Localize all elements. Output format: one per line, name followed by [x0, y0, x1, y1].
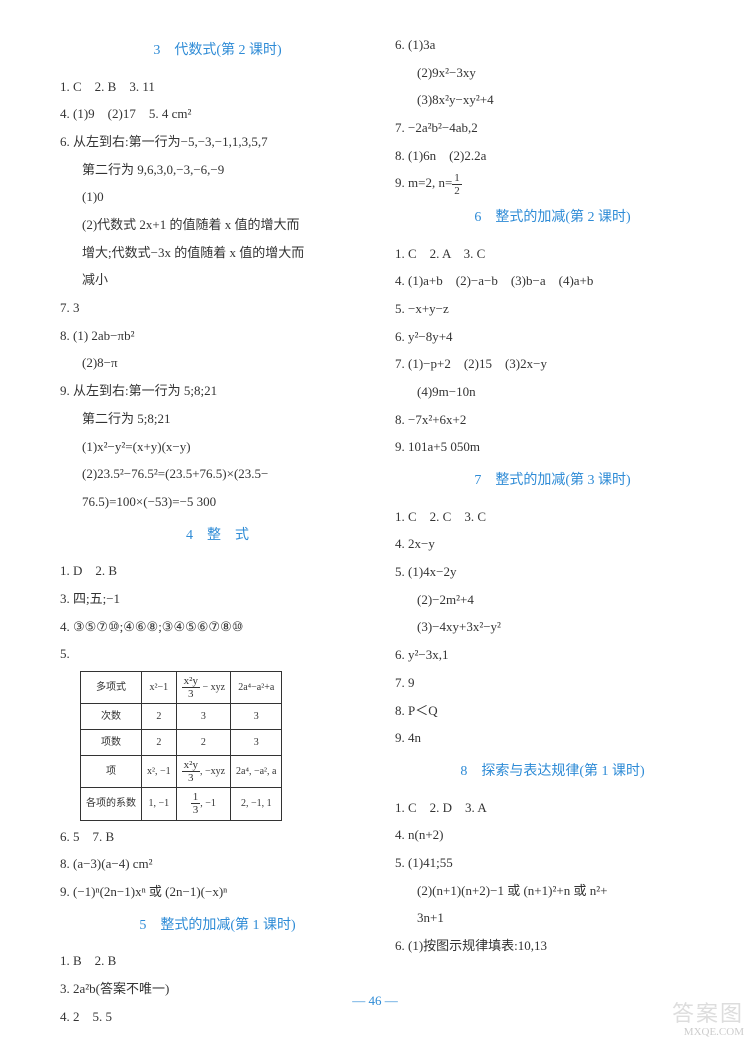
page: 3 代数式(第 2 课时) 1. C 2. B 3. 11 4. (1)9 (2…	[0, 0, 750, 1032]
text-line: 1. C 2. A 3. C	[395, 242, 710, 267]
text-line: 1. D 2. B	[60, 559, 375, 584]
table-cell: 项数	[81, 730, 142, 756]
text-line: 减小	[60, 268, 375, 293]
table-cell: 2, −1, 1	[231, 788, 282, 820]
table-cell: x², −1	[142, 756, 177, 788]
text-line: 3. 四;五;−1	[60, 587, 375, 612]
text-line: 9. 4n	[395, 726, 710, 751]
text-line: 9. m=2, n=12	[395, 171, 710, 197]
text-line: (1)x²−y²=(x+y)(x−y)	[60, 435, 375, 460]
text-line: 4. ③⑤⑦⑩;④⑥⑧;③④⑤⑥⑦⑧⑩	[60, 615, 375, 640]
left-column: 3 代数式(第 2 课时) 1. C 2. B 3. 11 4. (1)9 (2…	[60, 30, 375, 1032]
text-line: 5. (1)41;55	[395, 851, 710, 876]
section-4-title: 4 整 式	[60, 523, 375, 550]
watermark-bottom: MXQE.COM	[672, 1026, 744, 1038]
right-column: 6. (1)3a (2)9x²−3xy (3)8x²y−xy²+4 7. −2a…	[395, 30, 710, 1032]
text-line: 5.	[60, 642, 375, 667]
section-5-title: 5 整式的加减(第 1 课时)	[60, 913, 375, 940]
text-line: 6. y²−8y+4	[395, 325, 710, 350]
text-line: 9. (−1)ⁿ(2n−1)xⁿ 或 (2n−1)(−x)ⁿ	[60, 880, 375, 905]
text-line: 6. (1)3a	[395, 33, 710, 58]
text-line: (2)−2m²+4	[395, 588, 710, 613]
text-line: 1. C 2. B 3. 11	[60, 75, 375, 100]
text-line: 76.5)=100×(−53)=−5 300	[60, 490, 375, 515]
watermark-top: 答案图	[672, 1002, 744, 1026]
text-line: (2)23.5²−76.5²=(23.5+76.5)×(23.5−	[60, 462, 375, 487]
table-cell: 3	[231, 704, 282, 730]
text-line: (2)9x²−3xy	[395, 61, 710, 86]
text-line: (2)代数式 2x+1 的值随着 x 值的增大而	[60, 213, 375, 238]
table-header: x²−1	[142, 671, 177, 703]
table-row: 各项的系数 1, −1 13, −1 2, −1, 1	[81, 788, 282, 820]
text-line: (3)−4xy+3x²−y²	[395, 615, 710, 640]
text-line: 7. 3	[60, 296, 375, 321]
table-cell: 13, −1	[176, 788, 230, 820]
text-line: 3n+1	[395, 906, 710, 931]
watermark: 答案图 MXQE.COM	[672, 1002, 744, 1038]
table-cell: 2	[142, 704, 177, 730]
table-cell: 3	[231, 730, 282, 756]
text-line: 4. 2x−y	[395, 532, 710, 557]
section-8-title: 8 探索与表达规律(第 1 课时)	[395, 759, 710, 786]
text-line: 1. C 2. C 3. C	[395, 505, 710, 530]
table-row: 次数 2 3 3	[81, 704, 282, 730]
polynomial-table: 多项式 x²−1 x²y3 − xyz 2a⁴−a²+a 次数 2 3 3 项数…	[80, 671, 282, 821]
text-line: 7. 9	[395, 671, 710, 696]
text-line: 5. (1)4x−2y	[395, 560, 710, 585]
text-line: (4)9m−10n	[395, 380, 710, 405]
text-line: 9. 101a+5 050m	[395, 435, 710, 460]
section-3-title: 3 代数式(第 2 课时)	[60, 38, 375, 65]
table-cell: 2	[176, 730, 230, 756]
table-row: 项数 2 2 3	[81, 730, 282, 756]
text-line: 4. n(n+2)	[395, 823, 710, 848]
text-line: 6. 5 7. B	[60, 825, 375, 850]
table-cell: 次数	[81, 704, 142, 730]
text-line: (2)8−π	[60, 351, 375, 376]
text-line: 9. 从左到右:第一行为 5;8;21	[60, 379, 375, 404]
text-line: 8. (a−3)(a−4) cm²	[60, 852, 375, 877]
text-span: 9. m=2, n=	[395, 175, 452, 190]
text-line: 8. P＜Q	[395, 699, 710, 724]
text-line: 1. B 2. B	[60, 949, 375, 974]
section-7-title: 7 整式的加减(第 3 课时)	[395, 468, 710, 495]
text-line: (3)8x²y−xy²+4	[395, 88, 710, 113]
text-line: 6. y²−3x,1	[395, 643, 710, 668]
text-line: 6. 从左到右:第一行为−5,−3,−1,1,3,5,7	[60, 130, 375, 155]
table-row: 项 x², −1 x²y3, −xyz 2a⁴, −a², a	[81, 756, 282, 788]
table-cell: 1, −1	[142, 788, 177, 820]
text-line: 6. (1)按图示规律填表:10,13	[395, 934, 710, 959]
text-line: (1)0	[60, 185, 375, 210]
table-header: 多项式	[81, 671, 142, 703]
text-line: (2)(n+1)(n+2)−1 或 (n+1)²+n 或 n²+	[395, 879, 710, 904]
text-line: 8. −7x²+6x+2	[395, 408, 710, 433]
text-line: 4. (1)a+b (2)−a−b (3)b−a (4)a+b	[395, 269, 710, 294]
text-line: 5. −x+y−z	[395, 297, 710, 322]
text-line: 7. −2a²b²−4ab,2	[395, 116, 710, 141]
table-header: x²y3 − xyz	[176, 671, 230, 703]
text-line: 第二行为 9,6,3,0,−3,−6,−9	[60, 158, 375, 183]
text-line: 8. (1) 2ab−πb²	[60, 324, 375, 349]
page-number: — 46 —	[0, 989, 750, 1014]
table-cell: x²y3, −xyz	[176, 756, 230, 788]
text-line: 1. C 2. D 3. A	[395, 796, 710, 821]
table-row: 多项式 x²−1 x²y3 − xyz 2a⁴−a²+a	[81, 671, 282, 703]
text-line: 第二行为 5;8;21	[60, 407, 375, 432]
table-cell: 2a⁴, −a², a	[231, 756, 282, 788]
fraction: 12	[452, 172, 462, 197]
text-line: 4. (1)9 (2)17 5. 4 cm²	[60, 102, 375, 127]
text-line: 8. (1)6n (2)2.2a	[395, 144, 710, 169]
table-cell: 3	[176, 704, 230, 730]
text-line: 7. (1)−p+2 (2)15 (3)2x−y	[395, 352, 710, 377]
table-cell: 2	[142, 730, 177, 756]
table-header: 2a⁴−a²+a	[231, 671, 282, 703]
text-line: 增大;代数式−3x 的值随着 x 值的增大而	[60, 241, 375, 266]
table-cell: 项	[81, 756, 142, 788]
table-cell: 各项的系数	[81, 788, 142, 820]
section-6-title: 6 整式的加减(第 2 课时)	[395, 205, 710, 232]
